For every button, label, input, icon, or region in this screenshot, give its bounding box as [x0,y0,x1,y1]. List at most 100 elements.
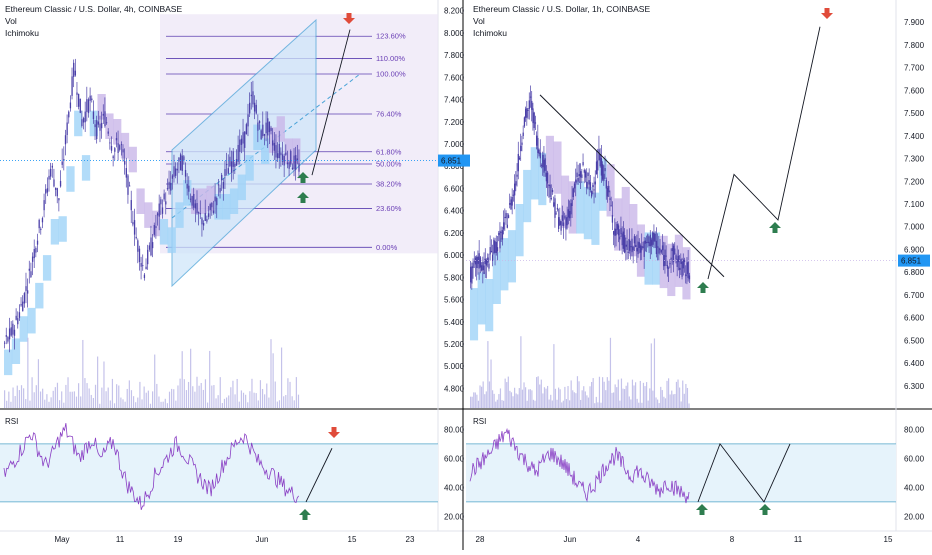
right-candle-body [622,231,625,249]
left-volume-bar [118,385,120,408]
right-ichimoku-cloud [477,272,486,325]
right-candle-body [560,221,562,231]
right-volume-bar [663,396,665,408]
left-y-tick-label: 6.200 [444,229,465,238]
right-volume-bar [520,336,522,408]
left-rsi-tick-label: 20.00 [444,512,465,521]
right-volume-bar [556,399,558,408]
left-volume-bar [276,401,278,408]
left-volume-bar [6,400,8,408]
left-volume-bar [240,390,242,408]
left-current-price-value: 6.851 [441,157,462,166]
right-volume-bar [660,386,662,408]
left-candle-body [255,104,257,114]
left-candle-body [138,248,141,262]
left-candle-body [153,224,155,235]
left-current-price-badge [438,154,470,167]
right-ichimoku-cloud [515,204,524,257]
left-candle-body [260,130,262,140]
left-candle-body [217,184,220,186]
left-candle-body [114,148,116,152]
right-volume-bar [624,389,626,408]
left-candle-body [296,158,299,161]
right-candle-body [573,183,576,189]
left-candle-body [166,188,169,190]
left-candle-body [258,121,261,124]
right-candle-body [499,230,501,249]
left-volume-bar [109,400,111,408]
left-volume-bar [162,401,164,408]
left-ichimoku-cloud [159,219,169,245]
right-projection-path [707,26,821,280]
right-candle-body [472,262,474,269]
right-volume-bar [649,388,651,408]
right-volume-bar [523,382,525,408]
right-volume-bar [658,403,660,408]
left-volume-bar [149,403,152,408]
right-candle-body [527,109,529,111]
left-volume-bar [128,380,130,408]
left-volume-bar [164,398,166,408]
right-candle-body [567,209,570,218]
right-volume-bar [603,381,605,408]
left-volume-bar [261,388,264,408]
left-ichimoku-cloud [89,110,98,137]
right-candle-body [611,215,614,223]
right-volume-bar [482,381,484,408]
left-candle-body [201,218,203,225]
left-volume-bar [268,397,270,408]
right-volume-bar [547,385,549,408]
left-volume-bar [158,396,160,408]
right-volume-bar [553,344,555,408]
right-volume-bar [611,392,613,408]
left-volume-bar [88,388,90,408]
right-candle-body [509,202,511,205]
left-candle-body [150,237,152,256]
left-volume-bar [122,399,124,408]
left-ichimoku-cloud [58,216,67,242]
right-candle-body [674,248,676,254]
right-candle-body [664,249,666,266]
left-volume-bar [44,399,46,408]
left-volume-bar [245,394,247,408]
left-y-tick-label: 8.000 [444,29,465,38]
left-candle-body [222,182,225,189]
left-candle-body [234,163,236,167]
left-volume-bar [120,397,122,408]
left-ichimoku-cloud [66,166,75,192]
left-volume-bar [124,401,126,408]
left-candle-body [281,154,284,162]
left-candle-body [298,163,300,172]
left-volume-bar [217,395,219,408]
left-volume-bar [35,385,37,408]
right-volume-bar [589,386,591,408]
right-ichimoku-cloud [523,169,532,223]
left-volume-bar [255,393,257,408]
right-volume-bar [679,387,681,408]
right-volume-bar [664,398,667,408]
left-candle-body [46,188,49,193]
left-y-tick-label: 7.000 [444,140,465,149]
right-candle-body [566,216,568,226]
right-volume-bar [668,378,670,408]
left-volume-bar [84,378,86,408]
left-y-tick-label: 4.800 [444,384,465,393]
left-ichimoku-cloud [81,155,91,181]
right-candle-body [626,240,628,251]
left-volume-bar [160,401,162,408]
right-candle-body [679,267,681,270]
right-candle-body [649,234,651,247]
right-ichimoku-cloud [507,230,517,283]
right-volume-bar [683,393,685,408]
right-volume-bar [551,400,553,408]
right-volume-bar [631,379,634,408]
left-x-tick-label: 23 [406,535,415,544]
left-volume-bar [113,403,116,408]
left-volume-bar [18,390,20,408]
left-ichimoku-cloud [175,202,184,228]
right-volume-bar [521,389,524,408]
right-candle-body [628,239,631,251]
left-candle-body [36,240,39,245]
right-ichimoku-cloud [500,238,509,291]
left-ichimoku-cloud [11,338,21,364]
